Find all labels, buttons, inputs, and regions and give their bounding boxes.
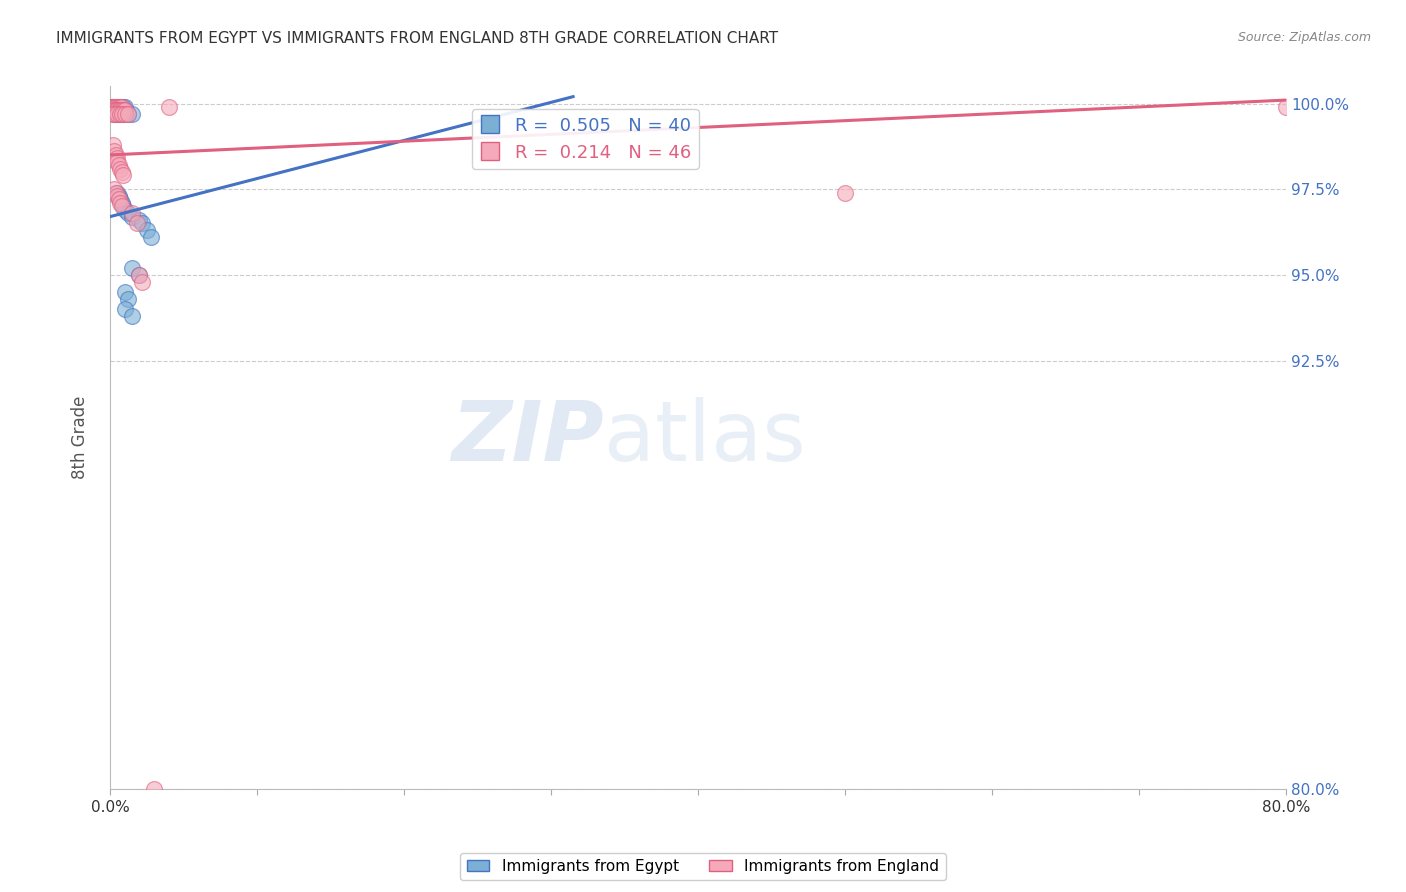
Point — [114, 103, 136, 118]
Point — [108, 103, 131, 118]
Point — [104, 103, 127, 118]
Point — [117, 206, 139, 220]
Point — [114, 100, 136, 114]
Point — [107, 107, 129, 121]
Text: Source: ZipAtlas.com: Source: ZipAtlas.com — [1237, 31, 1371, 45]
Point — [104, 100, 127, 114]
Point — [111, 195, 134, 210]
Point — [103, 145, 125, 159]
Point — [111, 165, 134, 179]
Point — [107, 152, 129, 166]
Point — [131, 217, 153, 231]
Point — [108, 103, 131, 118]
Point — [114, 103, 136, 118]
Point — [111, 103, 134, 118]
Point — [103, 182, 125, 196]
Point — [107, 107, 129, 121]
Point — [103, 100, 125, 114]
Point — [112, 107, 135, 121]
Point — [112, 199, 135, 213]
Point — [141, 230, 163, 244]
Point — [125, 217, 148, 231]
Point — [103, 107, 125, 121]
Point — [101, 103, 124, 118]
Point — [110, 107, 132, 121]
Point — [117, 292, 139, 306]
Point — [121, 206, 143, 220]
Point — [101, 107, 124, 121]
Point — [100, 100, 122, 114]
Point — [104, 100, 127, 114]
Point — [834, 186, 856, 200]
Point — [101, 100, 124, 114]
Point — [121, 309, 143, 323]
Point — [111, 100, 134, 114]
Point — [143, 782, 166, 797]
Point — [111, 103, 134, 118]
Point — [111, 100, 134, 114]
Point — [112, 169, 135, 183]
Point — [112, 103, 135, 118]
Text: ZIP: ZIP — [451, 397, 605, 478]
Legend: R =  0.505   N = 40, R =  0.214   N = 46: R = 0.505 N = 40, R = 0.214 N = 46 — [472, 110, 699, 169]
Point — [121, 261, 143, 276]
Point — [104, 148, 127, 162]
Text: atlas: atlas — [605, 397, 806, 478]
Point — [111, 199, 134, 213]
Point — [110, 161, 132, 176]
Point — [121, 210, 143, 224]
Point — [107, 154, 129, 169]
Point — [110, 103, 132, 118]
Point — [107, 186, 129, 200]
Point — [114, 285, 136, 299]
Point — [131, 275, 153, 289]
Point — [121, 107, 143, 121]
Point — [114, 202, 136, 217]
Point — [100, 100, 122, 114]
Point — [1275, 100, 1298, 114]
Point — [108, 189, 131, 203]
Point — [104, 103, 127, 118]
Point — [110, 193, 132, 207]
Point — [107, 100, 129, 114]
Point — [128, 268, 150, 282]
Point — [110, 107, 132, 121]
Legend: Immigrants from Egypt, Immigrants from England: Immigrants from Egypt, Immigrants from E… — [460, 853, 946, 880]
Point — [128, 268, 150, 282]
Point — [101, 137, 124, 152]
Point — [107, 189, 129, 203]
Point — [103, 100, 125, 114]
Point — [128, 213, 150, 227]
Point — [107, 103, 129, 118]
Point — [110, 100, 132, 114]
Point — [103, 103, 125, 118]
Point — [114, 302, 136, 317]
Point — [104, 186, 127, 200]
Point — [101, 100, 124, 114]
Point — [107, 100, 129, 114]
Point — [108, 158, 131, 172]
Point — [103, 103, 125, 118]
Point — [110, 195, 132, 210]
Point — [114, 107, 136, 121]
Point — [110, 100, 132, 114]
Point — [108, 100, 131, 114]
Point — [117, 107, 139, 121]
Point — [103, 107, 125, 121]
Point — [117, 107, 139, 121]
Point — [135, 223, 157, 237]
Point — [108, 100, 131, 114]
Point — [112, 100, 135, 114]
Point — [157, 100, 180, 114]
Text: IMMIGRANTS FROM EGYPT VS IMMIGRANTS FROM ENGLAND 8TH GRADE CORRELATION CHART: IMMIGRANTS FROM EGYPT VS IMMIGRANTS FROM… — [56, 31, 779, 46]
Point — [108, 193, 131, 207]
Y-axis label: 8th Grade: 8th Grade — [72, 396, 89, 479]
Point — [111, 107, 134, 121]
